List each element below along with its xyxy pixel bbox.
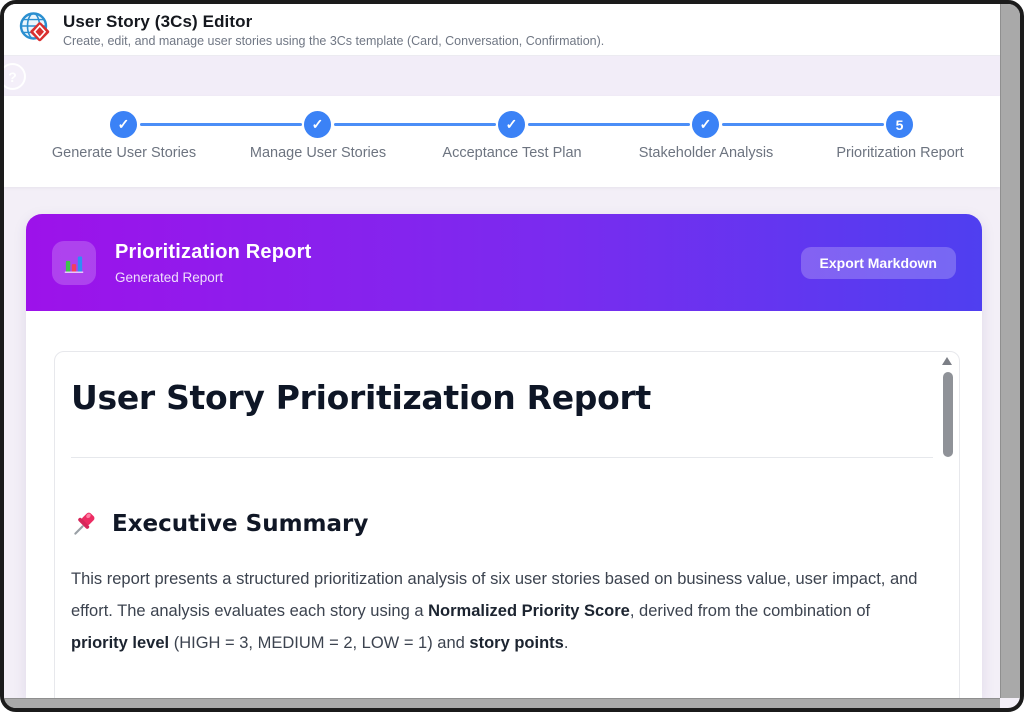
panel-title: Prioritization Report <box>115 240 312 263</box>
export-markdown-button[interactable]: Export Markdown <box>800 246 956 279</box>
step-circle-generate-user-stories[interactable]: ✓ <box>110 111 137 138</box>
window-horizontal-scrollbar[interactable] <box>4 698 1000 708</box>
report-scrollbar[interactable] <box>941 355 954 698</box>
step-label-manage-user-stories[interactable]: Manage User Stories <box>249 145 387 161</box>
page-area: Prioritization Report Generated Report E… <box>4 187 1000 698</box>
bar-chart-icon <box>52 240 96 285</box>
app-subtitle: Create, edit, and manage user stories us… <box>63 33 605 48</box>
step-circle-stakeholder-analysis[interactable]: ✓ <box>692 111 719 138</box>
report-scrollbar-thumb[interactable] <box>942 372 953 457</box>
app-title: User Story (3Cs) Editor <box>63 11 253 31</box>
step-circle-prioritization-report[interactable]: 5 <box>886 111 913 138</box>
step-connector <box>528 123 690 126</box>
report-paragraph: This report presents a structured priori… <box>71 570 918 652</box>
pushpin-icon <box>74 512 95 535</box>
section-header: Executive Summary <box>71 510 933 537</box>
step-circle-manage-user-stories[interactable]: ✓ <box>304 111 331 138</box>
scroll-up-arrow-icon[interactable] <box>942 357 952 365</box>
panel-subtitle: Generated Report <box>115 269 224 285</box>
header-text: User Story (3Cs) Editor Create, edit, an… <box>63 12 604 48</box>
step-connector <box>140 123 302 126</box>
app-content: User Story (3Cs) Editor Create, edit, an… <box>4 4 1000 698</box>
panel-header-text: Prioritization Report Generated Report <box>115 241 801 285</box>
report-divider <box>71 457 933 458</box>
report-document: User Story Prioritization Report <box>54 351 960 698</box>
help-icon[interactable]: ? <box>4 63 26 90</box>
stepper: ✓ ✓ ✓ ✓ 5 Generate User Stories Manage U… <box>4 96 1000 187</box>
step-label-prioritization-report[interactable]: Prioritization Report <box>836 145 964 161</box>
app-logo-globe-icon <box>19 12 50 42</box>
step-label-acceptance-test-plan[interactable]: Acceptance Test Plan <box>442 145 582 161</box>
step-circle-acceptance-test-plan[interactable]: ✓ <box>498 111 525 138</box>
report-panel-card: Prioritization Report Generated Report E… <box>26 214 982 698</box>
top-band: ? <box>4 56 1000 96</box>
report-content: User Story Prioritization Report <box>55 352 933 698</box>
report-title: User Story Prioritization Report <box>71 378 651 417</box>
report-panel-body: User Story Prioritization Report <box>26 311 982 698</box>
report-panel-header: Prioritization Report Generated Report E… <box>26 214 982 311</box>
step-connector <box>334 123 496 126</box>
section-heading: Executive Summary <box>112 510 369 537</box>
step-label-stakeholder-analysis[interactable]: Stakeholder Analysis <box>638 145 774 161</box>
app-header: User Story (3Cs) Editor Create, edit, an… <box>4 4 1000 56</box>
step-label-generate-user-stories[interactable]: Generate User Stories <box>51 145 197 161</box>
window-vertical-scrollbar[interactable] <box>1000 4 1020 698</box>
step-connector <box>722 123 884 126</box>
